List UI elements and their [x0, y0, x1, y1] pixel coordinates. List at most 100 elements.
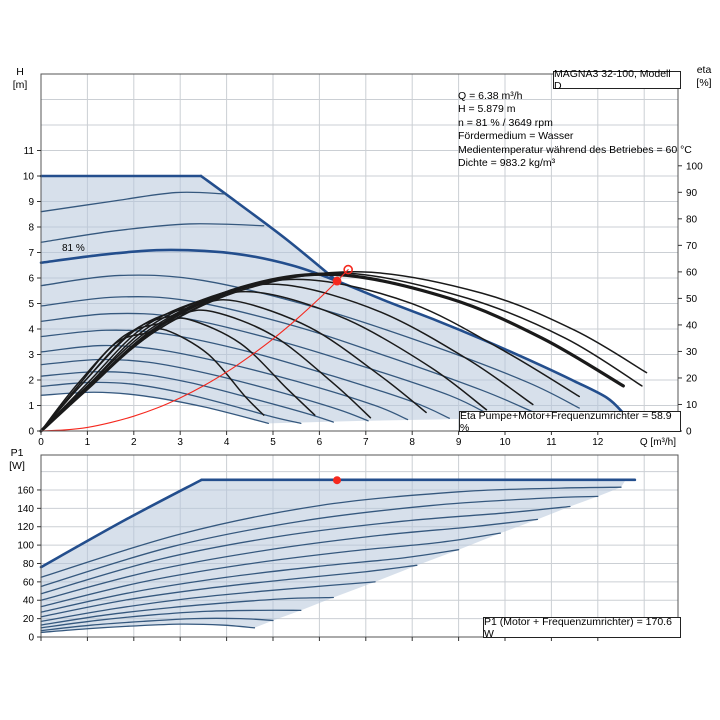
h-axis-tick-label: 8: [28, 223, 34, 234]
p1-87-curve: [40, 495, 599, 588]
h-axis-tick-label: 1: [28, 401, 34, 412]
power-envelope-area: [41, 479, 626, 633]
info-temperature: Medientemperatur während des Betriebes =…: [458, 143, 692, 156]
h-axis-tick-label: 3: [28, 350, 34, 361]
eta-axis-tick-label: 90: [686, 188, 698, 199]
q-axis-unit-label: Q [m³/h]: [640, 437, 676, 448]
q-axis-tick-label: 1: [85, 437, 91, 448]
p1-67-curve: [40, 532, 502, 608]
h-axis-tick-label: 4: [28, 325, 34, 336]
q-axis-tick-label: 11: [546, 437, 557, 448]
duty-point-marker: [332, 276, 342, 286]
eta-axis-tick-label: 20: [686, 373, 698, 384]
p1-axis-tick-label: 40: [23, 596, 35, 607]
duty-info-block: Q = 6.38 m³/h H = 5.879 m n = 81 % / 364…: [458, 90, 692, 170]
p1-axis-header: P1 [W]: [2, 447, 32, 473]
eta-40-curve: [40, 317, 316, 432]
p1-axis-tick-label: 0: [28, 633, 34, 644]
p1-46-curve: [40, 581, 376, 623]
rated-point-marker: [343, 264, 353, 275]
h-axis-tick-label: 6: [28, 274, 34, 285]
q-axis-tick-label: 5: [270, 437, 276, 448]
p1-axis-tick-label: 20: [23, 614, 35, 625]
h-axis-tick-label: 10: [23, 172, 35, 183]
speed-87-curve: [40, 223, 265, 243]
eta-67-curve: [40, 283, 534, 432]
eta-60-curve: [40, 290, 488, 432]
eta-axis-unit: [%]: [696, 77, 712, 89]
h-axis-tick-label: 9: [28, 197, 34, 208]
eta-axis-tick-label: 100: [686, 161, 703, 172]
q-axis-tick-label: 4: [224, 437, 230, 448]
eta-axis-tick-label: 0: [686, 427, 692, 438]
p1-25-curve: [40, 623, 256, 634]
h-axis-tick-label: 0: [28, 427, 34, 438]
h-axis-tick-label: 5: [28, 299, 34, 310]
h-axis-unit: [m]: [12, 79, 28, 91]
eta-axis-header: eta [%]: [688, 64, 720, 90]
q-axis-tick-label: 7: [363, 437, 369, 448]
p1-axis-tick-label: 80: [23, 559, 35, 570]
h-axis-tick-label: 2: [28, 376, 34, 387]
speed-81-curve: [39, 248, 625, 415]
p1-axis-tick-label: 160: [17, 485, 34, 496]
h-axis-name: H: [16, 66, 24, 78]
operating-envelope-area: [41, 176, 624, 424]
speed-67-curve: [40, 296, 534, 413]
p1-81-curve: [40, 505, 571, 595]
speed-41-curve: [40, 358, 369, 422]
h-axis-header: H [m]: [6, 66, 34, 92]
control-curve-curve: [40, 269, 349, 432]
eta-result-text: Eta Pumpe+Motor+Frequenzumrichter = 58.9…: [460, 409, 672, 434]
p1-result-text: P1 (Motor + Frequenzumrichter) = 170.6 W: [484, 615, 672, 640]
info-medium: Fördermedium = Wasser: [458, 130, 574, 143]
info-n: n = 81 % / 3649 rpm: [458, 116, 553, 129]
eta-46-curve: [40, 309, 372, 432]
q-axis-tick-label: 3: [177, 437, 183, 448]
h-axis-tick-label: 11: [24, 146, 35, 157]
h-axis-tick-label: 7: [28, 248, 34, 259]
p1-74-curve: [40, 518, 539, 601]
q-axis-tick-label: 12: [592, 437, 604, 448]
p1-result-box: P1 (Motor + Frequenzumrichter) = 170.6 W: [483, 615, 681, 640]
pump-title-box: MAGNA3 32-100, Modell D: [553, 68, 681, 92]
power-duty-point-marker: [333, 476, 342, 485]
q-axis-tick-label: 10: [499, 437, 511, 448]
info-q: Q = 6.38 m³/h: [458, 90, 523, 102]
p1-53-curve: [40, 564, 418, 618]
speed-curve-label: 81 %: [62, 243, 85, 254]
pump-title: MAGNA3 32-100, Modell D: [554, 68, 671, 92]
p1-axis-name: P1: [10, 447, 24, 459]
max-boundary-limit-curve: [199, 174, 339, 283]
p1-axis-tick-label: 100: [17, 541, 34, 552]
eta-axis-tick-label: 10: [686, 400, 698, 411]
speed-93-curve: [40, 191, 225, 213]
q-axis-tick-label: 8: [409, 437, 415, 448]
info-density: Dichte = 983.2 kg/m³: [458, 157, 556, 170]
p1-axis-tick-label: 120: [17, 522, 34, 533]
p1-60-curve: [40, 549, 460, 613]
eta-81-curve: [39, 272, 625, 433]
q-axis-tick-label: 9: [456, 437, 462, 448]
eta-axis-name: eta: [696, 64, 712, 76]
speed-47-curve: [40, 344, 409, 421]
eta-axis-tick-label: 60: [686, 267, 698, 278]
q-axis-tick-label: 6: [317, 437, 323, 448]
eta-34-curve: [40, 328, 265, 432]
p1-40-curve: [40, 596, 334, 626]
eta-axis-tick-label: 70: [686, 241, 698, 252]
p1-max-rise-curve: [39, 478, 203, 569]
p1-axis-tick-label: 60: [23, 577, 35, 588]
eta-axis-tick-label: 30: [686, 347, 698, 358]
eta-axis-tick-label: 50: [686, 294, 698, 305]
eta-axis-tick-label: 80: [686, 214, 698, 225]
plot-frame: [40, 454, 679, 638]
p1-29-curve: [40, 617, 274, 632]
p1-93-curve: [40, 486, 622, 578]
q-axis-tick-label: 2: [131, 437, 137, 448]
q-axis-tick-label: 0: [38, 437, 44, 448]
p1-axis-tick-label: 140: [17, 504, 34, 515]
eta-result-box: Eta Pumpe+Motor+Frequenzumrichter = 58.9…: [459, 409, 681, 434]
